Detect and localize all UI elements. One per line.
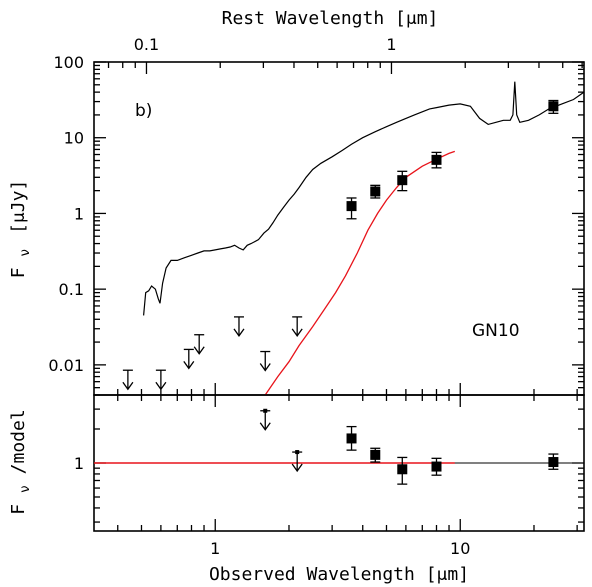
y-tick-label: 10 [64,129,84,148]
ratio-detection-point [370,447,381,463]
detection-marker [346,201,357,212]
x-tick-label: 1 [210,539,220,558]
y-tick-label: 0.01 [48,356,84,375]
top-x-tick-label: 0.1 [134,35,159,54]
y-tick-label: 1 [74,204,84,223]
x-tick-label: 10 [450,539,470,558]
detection-marker [370,449,381,460]
template-sed-line [143,81,585,316]
upper-limit-point [155,369,167,391]
top-panel-ticks: 0.1 1 0.01 0.1 1 10 100 [48,35,584,396]
detection-marker [397,175,408,186]
ratio-detection-point [431,457,442,476]
detection-marker [431,154,442,165]
y-tick-label: 0.1 [59,280,84,299]
ratio-upper-limit-point [291,450,303,473]
ratio-y-tick-label: 1 [74,454,84,473]
detection-marker [548,457,559,468]
model-fit-line [264,150,456,396]
ratio-detection-point [548,453,559,470]
upper-limit-point [122,369,134,391]
upper-limit-point [183,348,195,370]
limit-arrow-head [193,346,205,355]
y-axis-title-bottom-main: F [8,504,29,515]
ratio-detection-point [346,425,357,451]
limit-marker [263,408,268,413]
limit-arrow-head [233,328,245,338]
source-name-annotation: GN10 [472,321,520,341]
top-x-axis-title: Rest Wavelength [μm] [222,8,439,29]
y-tick-label: 100 [53,53,84,72]
detection-point [346,197,357,220]
y-axis-title-top-unit: [μJy] [8,180,29,234]
detection-marker [397,464,408,475]
detection-marker [346,433,357,444]
top-x-tick-label: 1 [386,35,396,54]
limit-arrow-head [122,381,134,391]
x-axis-title: Observed Wavelength [μm] [209,564,469,585]
bottom-panel-ticks: 1 10 1 [74,394,584,558]
y-axis-title-bottom: F ν /model [8,409,34,514]
top-panel-points-layer [122,99,559,391]
detection-point [548,99,559,114]
detection-point [397,170,408,192]
limit-arrow-head [291,328,303,338]
ratio-upper-limit-point [259,408,271,431]
top-panel-frame [93,61,585,396]
bottom-panel: 1 10 1 [74,394,585,558]
y-axis-title-top-sub: ν [18,249,33,257]
upper-limit-point [193,334,205,355]
bottom-panel-points-layer [259,408,559,485]
detection-marker [548,101,559,112]
detection-marker [370,186,381,197]
panel-label: b) [135,101,152,121]
upper-limit-point [259,350,271,372]
detection-marker [431,461,442,472]
y-axis-title-top: F ν [μJy] [8,180,34,279]
upper-limit-point [291,316,303,338]
y-axis-title-top-main: F [8,267,29,278]
top-panel-model-layer [143,81,585,396]
upper-limit-point [233,316,245,338]
limit-arrow-head [291,463,303,473]
detection-point [431,151,442,169]
limit-arrow-head [183,361,195,370]
ratio-detection-point [397,456,408,485]
limit-arrow-head [155,381,167,391]
top-panel: 0.1 1 0.01 0.1 1 10 100 b) GN10 [48,35,585,396]
y-axis-title-bottom-sub: ν [18,485,33,493]
limit-arrow-head [259,422,271,431]
detection-point [370,184,381,199]
limit-marker [295,450,300,455]
limit-arrow-head [259,363,271,372]
y-axis-title-bottom-unit: /model [8,409,29,474]
